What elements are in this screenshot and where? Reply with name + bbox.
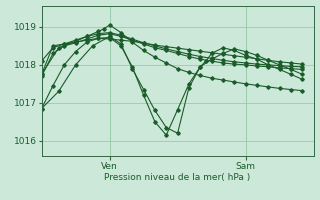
- X-axis label: Pression niveau de la mer( hPa ): Pression niveau de la mer( hPa ): [104, 173, 251, 182]
